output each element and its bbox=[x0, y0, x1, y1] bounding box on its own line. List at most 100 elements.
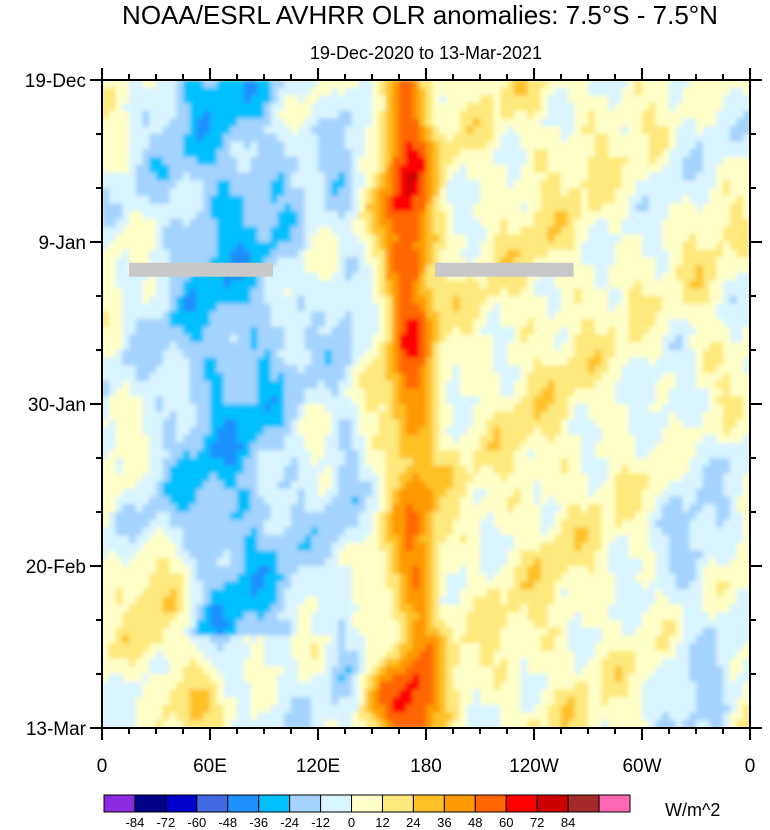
heatmap-cell bbox=[297, 334, 306, 344]
heatmap-cell bbox=[547, 288, 556, 297]
heatmap-cell bbox=[264, 211, 272, 220]
heatmap-cell bbox=[115, 396, 124, 405]
heatmap-cell bbox=[358, 334, 367, 344]
heatmap-cell bbox=[142, 334, 151, 344]
heatmap-cell bbox=[709, 272, 718, 282]
heatmap-cell bbox=[399, 157, 407, 166]
heatmap-cell bbox=[142, 434, 151, 444]
heatmap-cell bbox=[378, 164, 387, 174]
heatmap-cell bbox=[702, 357, 711, 367]
heatmap-cell bbox=[682, 319, 691, 328]
heatmap-cell bbox=[243, 280, 252, 290]
heatmap-cell bbox=[736, 126, 745, 135]
heatmap-cell bbox=[540, 465, 549, 475]
heatmap-cell bbox=[324, 149, 333, 158]
heatmap-cell bbox=[399, 296, 407, 305]
heatmap-cell bbox=[115, 411, 124, 421]
heatmap-cell bbox=[520, 172, 529, 182]
heatmap-cell bbox=[709, 87, 718, 97]
heatmap-cell bbox=[142, 110, 151, 120]
heatmap-cell bbox=[723, 342, 731, 351]
heatmap-cell bbox=[520, 442, 529, 452]
heatmap-cell bbox=[520, 388, 529, 398]
heatmap-cell bbox=[446, 296, 454, 305]
heatmap-cell bbox=[270, 411, 279, 421]
heatmap-cell bbox=[581, 411, 589, 421]
heatmap-cell bbox=[419, 226, 427, 236]
heatmap-cell bbox=[466, 141, 475, 151]
heatmap-cell bbox=[459, 296, 468, 305]
heatmap-cell bbox=[142, 95, 151, 104]
heatmap-cell bbox=[277, 118, 286, 128]
heatmap-cell bbox=[385, 288, 394, 297]
heatmap-cell bbox=[588, 95, 596, 104]
heatmap-cell bbox=[351, 434, 360, 444]
heatmap-cell bbox=[588, 396, 596, 405]
heatmap-cell bbox=[318, 257, 326, 266]
heatmap-cell bbox=[176, 218, 184, 228]
heatmap-cell bbox=[264, 450, 272, 459]
heatmap-cell bbox=[669, 350, 677, 359]
heatmap-cell bbox=[270, 195, 279, 205]
heatmap-cell bbox=[203, 473, 211, 482]
heatmap-cell bbox=[162, 373, 171, 382]
heatmap-cell bbox=[500, 388, 508, 398]
heatmap-cell bbox=[527, 188, 535, 197]
heatmap-cell bbox=[655, 296, 664, 305]
heatmap-cell bbox=[129, 288, 137, 297]
heatmap-cell bbox=[142, 465, 151, 475]
heatmap-cell bbox=[507, 373, 515, 382]
heatmap-cell bbox=[662, 350, 670, 359]
heatmap-cell bbox=[594, 164, 603, 174]
heatmap-cell bbox=[473, 95, 481, 104]
heatmap-cell bbox=[385, 442, 394, 452]
heatmap-cell bbox=[169, 257, 178, 266]
heatmap-cell bbox=[331, 311, 340, 320]
heatmap-cell bbox=[345, 218, 353, 228]
heatmap-cell bbox=[385, 404, 394, 413]
heatmap-cell bbox=[358, 303, 367, 313]
heatmap-cell bbox=[264, 434, 272, 444]
heatmap-cell bbox=[196, 226, 205, 236]
heatmap-cell bbox=[662, 126, 670, 135]
heatmap-cell bbox=[270, 342, 279, 351]
heatmap-cell bbox=[203, 288, 211, 297]
heatmap-cell bbox=[500, 103, 508, 112]
heatmap-cell bbox=[318, 365, 326, 374]
heatmap-cell bbox=[230, 180, 238, 189]
heatmap-cell bbox=[210, 434, 218, 444]
heatmap-cell bbox=[696, 134, 704, 143]
heatmap-cell bbox=[345, 80, 353, 89]
heatmap-cell bbox=[257, 141, 265, 151]
heatmap-cell bbox=[554, 80, 562, 89]
heatmap-cell bbox=[176, 442, 184, 452]
heatmap-cell bbox=[682, 211, 691, 220]
heatmap-cell bbox=[702, 288, 711, 297]
heatmap-cell bbox=[736, 473, 745, 482]
heatmap-cell bbox=[446, 95, 454, 104]
heatmap-cell bbox=[507, 296, 515, 305]
heatmap-cell bbox=[594, 296, 603, 305]
heatmap-cell bbox=[223, 473, 232, 482]
heatmap-cell bbox=[439, 434, 448, 444]
heatmap-cell bbox=[385, 226, 394, 236]
heatmap-cell bbox=[405, 141, 414, 151]
heatmap-cell bbox=[702, 342, 711, 351]
heatmap-cell bbox=[426, 118, 434, 128]
heatmap-cell bbox=[378, 149, 387, 158]
heatmap-cell bbox=[486, 141, 495, 151]
heatmap-cell bbox=[405, 427, 414, 436]
heatmap-cell bbox=[284, 380, 292, 390]
heatmap-cell bbox=[507, 404, 515, 413]
heatmap-cell bbox=[567, 311, 576, 320]
heatmap-cell bbox=[493, 141, 502, 151]
heatmap-cell bbox=[486, 87, 495, 97]
heatmap-cell bbox=[142, 411, 151, 421]
heatmap-cell bbox=[608, 465, 616, 475]
heatmap-cell bbox=[250, 164, 259, 174]
heatmap-cell bbox=[108, 303, 117, 313]
heatmap-cell bbox=[122, 296, 130, 305]
heatmap-cell bbox=[378, 280, 387, 290]
heatmap-cell bbox=[682, 288, 691, 297]
heatmap-cell bbox=[675, 450, 684, 459]
